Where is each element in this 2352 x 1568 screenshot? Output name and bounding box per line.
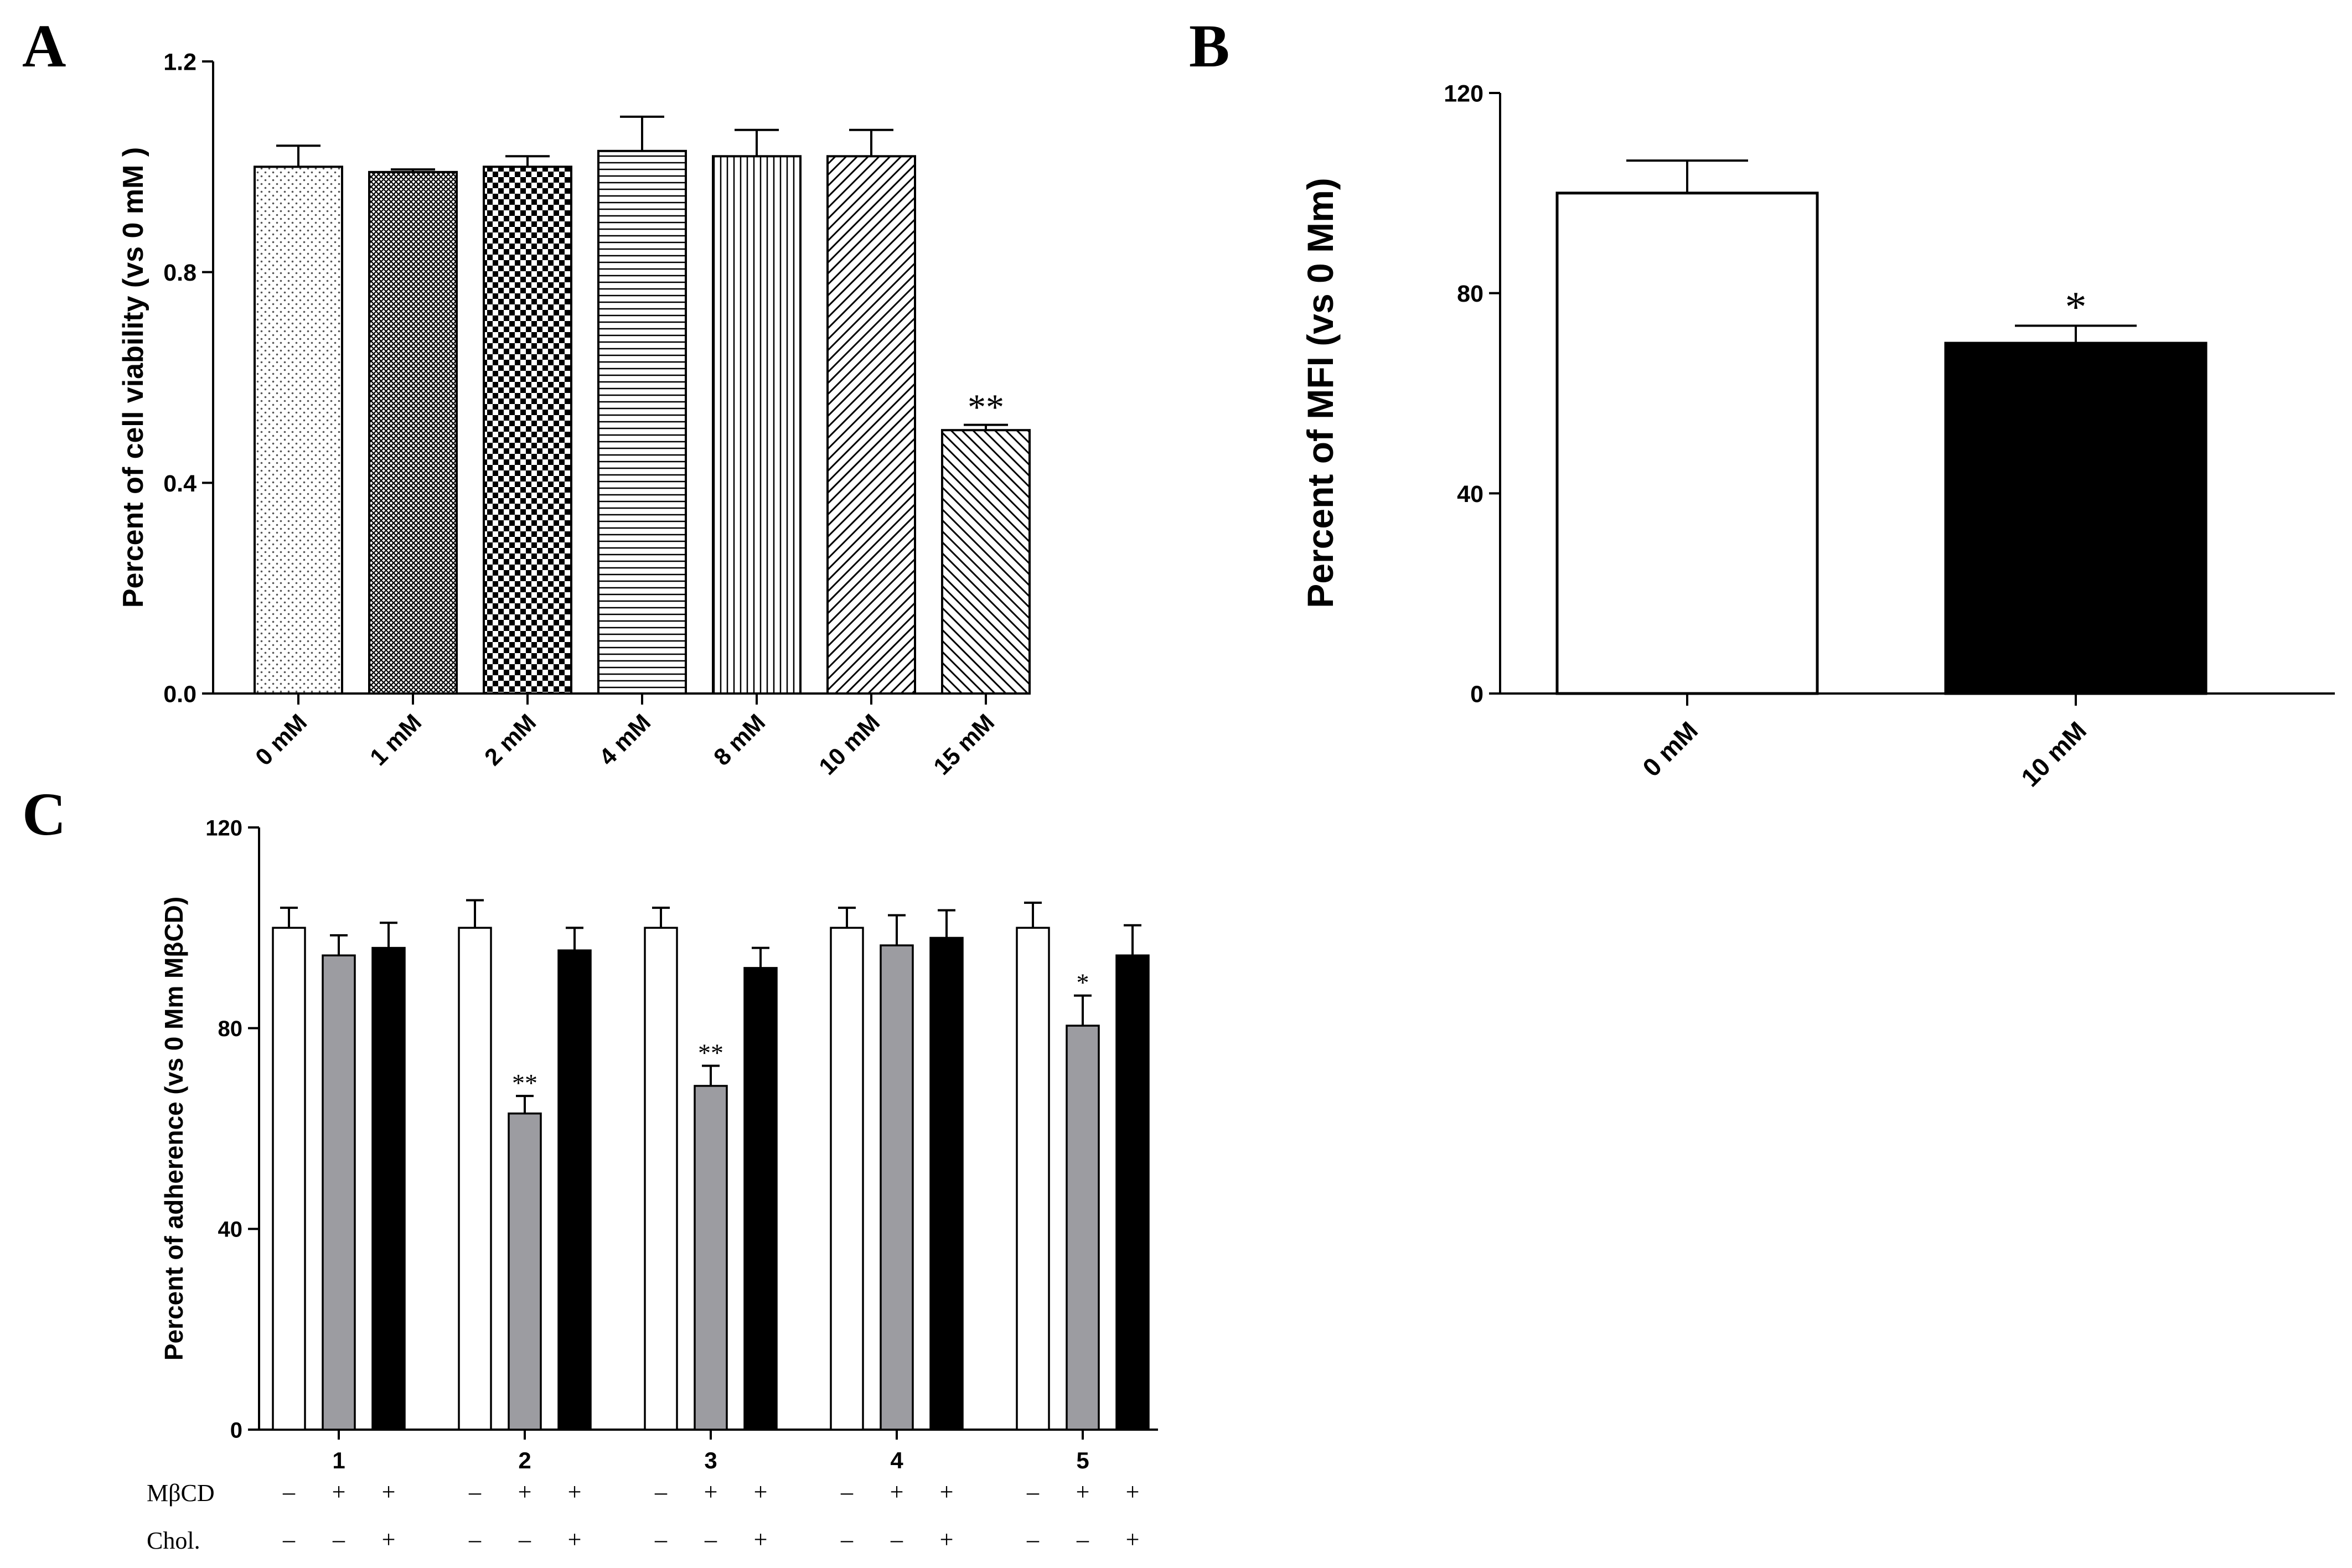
bar-group1-s1 xyxy=(272,927,306,1431)
chol-sign: + xyxy=(1126,1526,1140,1553)
x-tick-label: 2 xyxy=(518,1447,531,1473)
y-tick-label: 0 xyxy=(1470,681,1483,707)
x-tick-label: 15 mM xyxy=(928,709,1000,780)
panel-b: B 0 40 80 120 Percent of MFI (vs 0 Mm) 0 mM 10 … xyxy=(1189,12,2335,792)
row-label: MβCD xyxy=(147,1479,215,1507)
bar-8mM xyxy=(712,155,802,695)
y-tick-label: 80 xyxy=(218,1017,243,1041)
bar-group1-s3 xyxy=(371,946,406,1431)
y-tick-label: 0.8 xyxy=(163,260,197,286)
bar-group4-s1 xyxy=(830,927,864,1431)
x-tick-label: 10 mM xyxy=(814,709,885,780)
significance-mark: ** xyxy=(512,1069,537,1097)
chol-sign: – xyxy=(654,1526,668,1553)
chol-sign: – xyxy=(1026,1526,1040,1553)
mbcd-sign: + xyxy=(1076,1478,1090,1505)
x-tick-label: 1 xyxy=(332,1447,345,1473)
bar-15mM xyxy=(941,429,1031,695)
chol-sign: – xyxy=(704,1526,717,1553)
bar-0mM xyxy=(254,165,343,695)
y-tick-label: 120 xyxy=(205,816,242,840)
x-tick-label: 5 xyxy=(1076,1447,1089,1473)
panel-letter-b: B xyxy=(1189,12,1229,80)
panel-letter-a: A xyxy=(22,12,66,80)
x-tick-label: 0 mM xyxy=(1637,716,1703,782)
bar-group4-s3 xyxy=(929,936,964,1431)
significance-mark: ** xyxy=(968,387,1004,428)
bar-group5-s2 xyxy=(1066,1024,1100,1431)
mbcd-sign: + xyxy=(754,1478,768,1505)
y-tick-label: 0 xyxy=(230,1418,242,1442)
bar-group2-s1 xyxy=(458,927,492,1431)
bar-2mM xyxy=(483,165,572,695)
significance-mark: * xyxy=(2065,282,2087,330)
bar-group2-s3 xyxy=(557,949,592,1431)
y-axis-label: Percent of cell viability (vs 0 mM ) xyxy=(117,147,149,608)
mbcd-sign: + xyxy=(518,1478,532,1505)
y-axis-label: Percent of MFI (vs 0 Mm) xyxy=(1300,178,1341,608)
significance-mark: * xyxy=(1077,969,1089,997)
panel-letter-c: C xyxy=(22,780,66,848)
x-tick-label: 3 xyxy=(704,1447,717,1473)
mbcd-sign: – xyxy=(840,1478,854,1505)
x-tick-label: 0 mM xyxy=(250,709,312,771)
y-tick-label: 40 xyxy=(1457,481,1483,508)
chol-sign: – xyxy=(1076,1526,1089,1553)
y-axis-label: Percent of adherence (vs 0 Mm MβCD) xyxy=(159,897,188,1360)
mbcd-sign: + xyxy=(940,1478,954,1505)
chol-sign: – xyxy=(518,1526,531,1553)
chol-sign: – xyxy=(282,1526,296,1553)
chol-sign: + xyxy=(568,1526,582,1553)
mbcd-sign: – xyxy=(282,1478,296,1505)
bar-group3-s1 xyxy=(644,927,678,1431)
chol-sign: + xyxy=(754,1526,768,1553)
x-tick-label: 4 mM xyxy=(594,709,656,771)
bar-4mM xyxy=(597,149,687,695)
y-tick-label: 0.0 xyxy=(163,681,197,707)
y-tick-label: 0.4 xyxy=(163,470,197,497)
chol-sign: – xyxy=(890,1526,903,1553)
x-tick-label: 10 mM xyxy=(2015,716,2092,792)
bar-1mM xyxy=(368,170,458,695)
mbcd-sign: – xyxy=(654,1478,668,1505)
significance-mark: ** xyxy=(698,1039,723,1067)
mbcd-sign: + xyxy=(1126,1478,1140,1505)
x-tick-label: 2 mM xyxy=(479,709,541,771)
bar-0mM xyxy=(1555,192,1819,695)
row-label: Chol. xyxy=(147,1527,200,1554)
mbcd-sign: + xyxy=(382,1478,396,1505)
chol-sign: – xyxy=(840,1526,854,1553)
mbcd-sign: + xyxy=(704,1478,718,1505)
bar-group1-s2 xyxy=(322,954,356,1431)
mbcd-sign: + xyxy=(332,1478,346,1505)
bar-10mM xyxy=(1944,341,2208,695)
chol-sign: + xyxy=(382,1526,396,1553)
y-tick-label: 80 xyxy=(1457,281,1483,307)
bar-10mM xyxy=(826,155,916,695)
mbcd-sign: + xyxy=(568,1478,582,1505)
x-tick-label: 8 mM xyxy=(709,709,771,771)
panel-c: C 0 40 80 120 Percent of adherence (vs 0 Mm M… xyxy=(22,780,1158,1554)
y-tick-label: 40 xyxy=(218,1218,243,1242)
bar-group2-s2 xyxy=(508,1112,542,1431)
chol-sign: + xyxy=(940,1526,954,1553)
y-tick-label: 1.2 xyxy=(163,49,197,75)
bar-group3-s2 xyxy=(694,1085,728,1431)
bar-group3-s3 xyxy=(743,967,778,1431)
panel-a: A 0.0 0.4 0.8 1.2 Percent of cell viability (… xyxy=(22,12,1031,780)
bar-group5-s1 xyxy=(1016,927,1050,1431)
mbcd-sign: – xyxy=(1026,1478,1040,1505)
y-tick-label: 120 xyxy=(1444,80,1483,107)
mbcd-sign: + xyxy=(890,1478,904,1505)
chol-sign: – xyxy=(332,1526,345,1553)
chol-sign: – xyxy=(468,1526,482,1553)
bar-group5-s3 xyxy=(1115,954,1150,1431)
x-tick-label: 1 mM xyxy=(365,709,427,771)
mbcd-sign: – xyxy=(468,1478,482,1505)
x-tick-label: 4 xyxy=(890,1447,903,1473)
bar-group4-s2 xyxy=(880,944,914,1431)
